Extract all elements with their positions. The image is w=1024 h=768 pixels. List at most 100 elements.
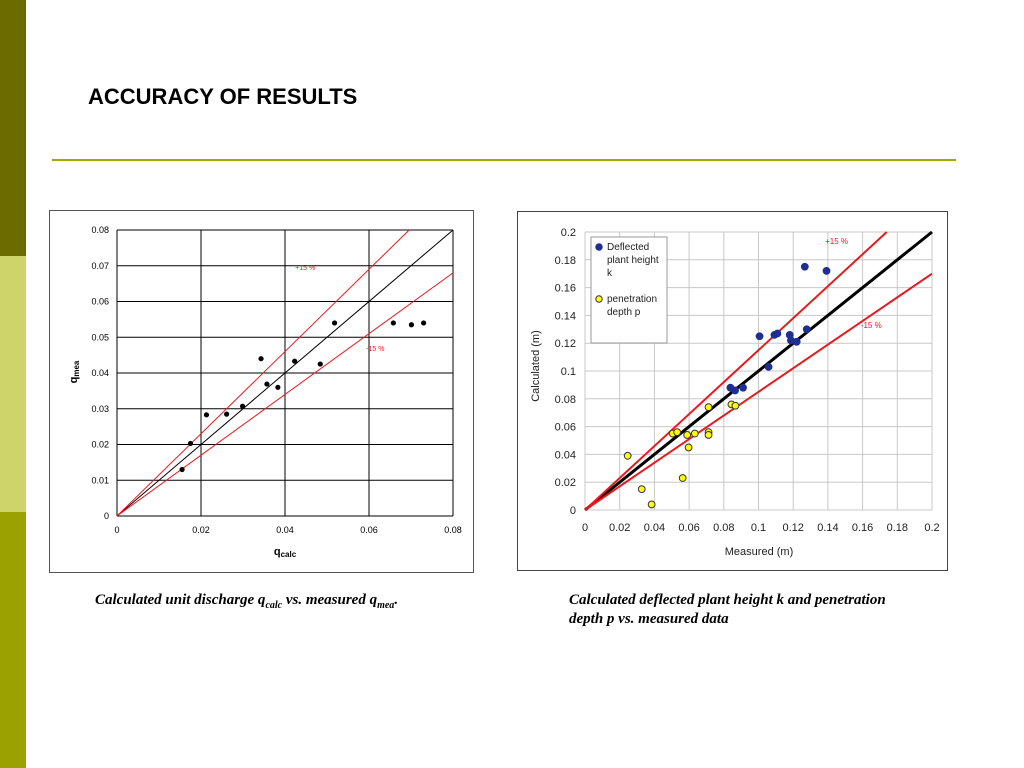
caption-discharge-sub1: calc <box>265 600 283 611</box>
y-tick-label: 0.12 <box>555 338 576 350</box>
data-point <box>317 361 323 367</box>
sidebar-decoration <box>0 0 26 768</box>
data-point <box>258 356 264 362</box>
data-point-deflected <box>792 337 801 346</box>
x-tick-label: 0.02 <box>192 525 210 535</box>
x-tick-label: 0.06 <box>678 522 699 534</box>
data-point-deflected <box>773 329 782 338</box>
data-point <box>224 411 230 417</box>
data-point-deflected <box>800 262 809 271</box>
legend-marker-deflected <box>595 243 603 251</box>
data-point-deflected <box>822 267 831 275</box>
x-tick-label: 0.1 <box>751 522 766 534</box>
x-tick-label: 0.12 <box>782 522 803 534</box>
data-point-deflected <box>731 386 739 395</box>
data-point-penetration <box>731 401 740 410</box>
y-tick-label: 0.06 <box>91 297 109 307</box>
x-axis-label: qcalc <box>274 546 297 559</box>
data-point <box>292 358 298 364</box>
reference-line <box>116 272 454 517</box>
sidebar-band-bottom <box>0 512 26 768</box>
legend-label-deflected: k <box>607 268 613 279</box>
y-tick-label: 0.04 <box>555 449 576 461</box>
minus-15-label: -15 % <box>861 321 882 330</box>
y-tick-label: 0.08 <box>91 225 109 235</box>
data-point-penetration <box>647 500 656 509</box>
x-tick-label: 0.06 <box>360 525 378 535</box>
data-point-penetration <box>683 431 692 439</box>
data-point <box>187 440 194 447</box>
caption-discharge: Calculated unit discharge qcalc vs. meas… <box>95 591 495 615</box>
data-point <box>275 384 281 390</box>
data-point-deflected <box>802 325 811 334</box>
y-tick-label: 0.01 <box>91 475 109 485</box>
title-divider <box>52 159 956 161</box>
data-point <box>239 403 246 409</box>
y-tick-label: 0 <box>104 511 109 521</box>
x-tick-label: 0.18 <box>887 522 908 534</box>
data-point-penetration <box>704 403 713 412</box>
data-point-penetration <box>678 474 687 482</box>
caption-discharge-pre: Calculated unit discharge q <box>95 592 266 608</box>
legend-label-deflected: plant height <box>607 255 659 266</box>
data-point-deflected <box>764 362 773 371</box>
data-point-penetration <box>704 431 713 439</box>
legend-label-penetration: depth p <box>607 307 641 318</box>
slide-title: ACCURACY OF RESULTS <box>88 84 358 109</box>
y-axis-label: Calculated (m) <box>530 330 542 402</box>
data-point-deflected <box>755 332 764 341</box>
data-point-penetration <box>623 451 632 460</box>
data-point <box>264 381 270 387</box>
x-tick-label: 0 <box>582 522 588 534</box>
x-tick-label: 0.14 <box>817 522 838 534</box>
y-tick-label: 0.03 <box>91 404 109 414</box>
y-tick-label: 0 <box>570 505 576 517</box>
caption-discharge-sub2: mea <box>377 600 395 611</box>
reference-line <box>584 272 933 511</box>
legend-marker-penetration <box>595 295 603 303</box>
y-tick-label: 0.06 <box>555 422 576 434</box>
y-tick-label: 0.2 <box>561 227 576 239</box>
x-axis-label: Measured (m) <box>725 546 793 558</box>
data-point <box>408 322 415 328</box>
minus-15-label: -15 % <box>366 346 384 353</box>
caption-discharge-mid: vs. measured q <box>282 592 378 608</box>
data-point <box>421 320 427 326</box>
x-tick-label: 0.16 <box>852 522 873 534</box>
x-tick-label: 0.08 <box>713 522 734 534</box>
y-tick-label: 0.02 <box>555 477 576 489</box>
x-tick-label: 0 <box>114 525 119 535</box>
legend-label-penetration: penetration <box>607 294 657 305</box>
legend-box <box>590 236 668 344</box>
y-axis-label: qmea <box>68 360 81 383</box>
data-point <box>203 412 210 418</box>
chart-plant-height-box: 0 0.02 0.04 0.06 0.08 0.1 0.12 0.14 0.16 0.18 0.2 0… <box>517 211 948 571</box>
y-tick-label: 0.02 <box>91 440 109 450</box>
plus-15-label: +15 % <box>825 237 848 246</box>
sidebar-band-top <box>0 0 26 256</box>
reference-line <box>584 231 888 511</box>
chart-discharge-box: 0 0.01 0.02 0.03 0.04 0.05 0.06 0.07 0.08 0 0.02 0.… <box>49 210 474 573</box>
x-tick-label: 0.02 <box>609 522 630 534</box>
y-tick-label: 0.18 <box>555 255 576 267</box>
data-point <box>331 320 338 326</box>
data-point <box>390 320 396 326</box>
chart-discharge: 0 0.01 0.02 0.03 0.04 0.05 0.06 0.07 0.08 0 0.02 0.… <box>68 225 462 559</box>
caption-discharge-post: . <box>394 592 399 608</box>
x-tick-label: 0.04 <box>644 522 665 534</box>
data-point-deflected <box>739 383 747 392</box>
sidebar-band-middle <box>0 256 26 512</box>
reference-line <box>116 229 454 517</box>
y-tick-label: 0.08 <box>555 394 576 406</box>
y-tick-label: 0.16 <box>555 283 576 295</box>
data-point-penetration <box>637 485 646 494</box>
legend-label-deflected: Deflected <box>607 242 649 253</box>
chart-plant-height: 0 0.02 0.04 0.06 0.08 0.1 0.12 0.14 0.16 0.18 0.2 0… <box>530 227 940 558</box>
x-tick-label: 0.08 <box>444 525 462 535</box>
caption-plant-height: Calculated deflected plant height k and … <box>569 592 886 627</box>
y-tick-label: 0.07 <box>91 261 109 271</box>
x-tick-label: 0.2 <box>924 522 939 534</box>
data-point-penetration <box>673 428 682 437</box>
data-point <box>179 466 185 473</box>
reference-line <box>584 230 933 512</box>
